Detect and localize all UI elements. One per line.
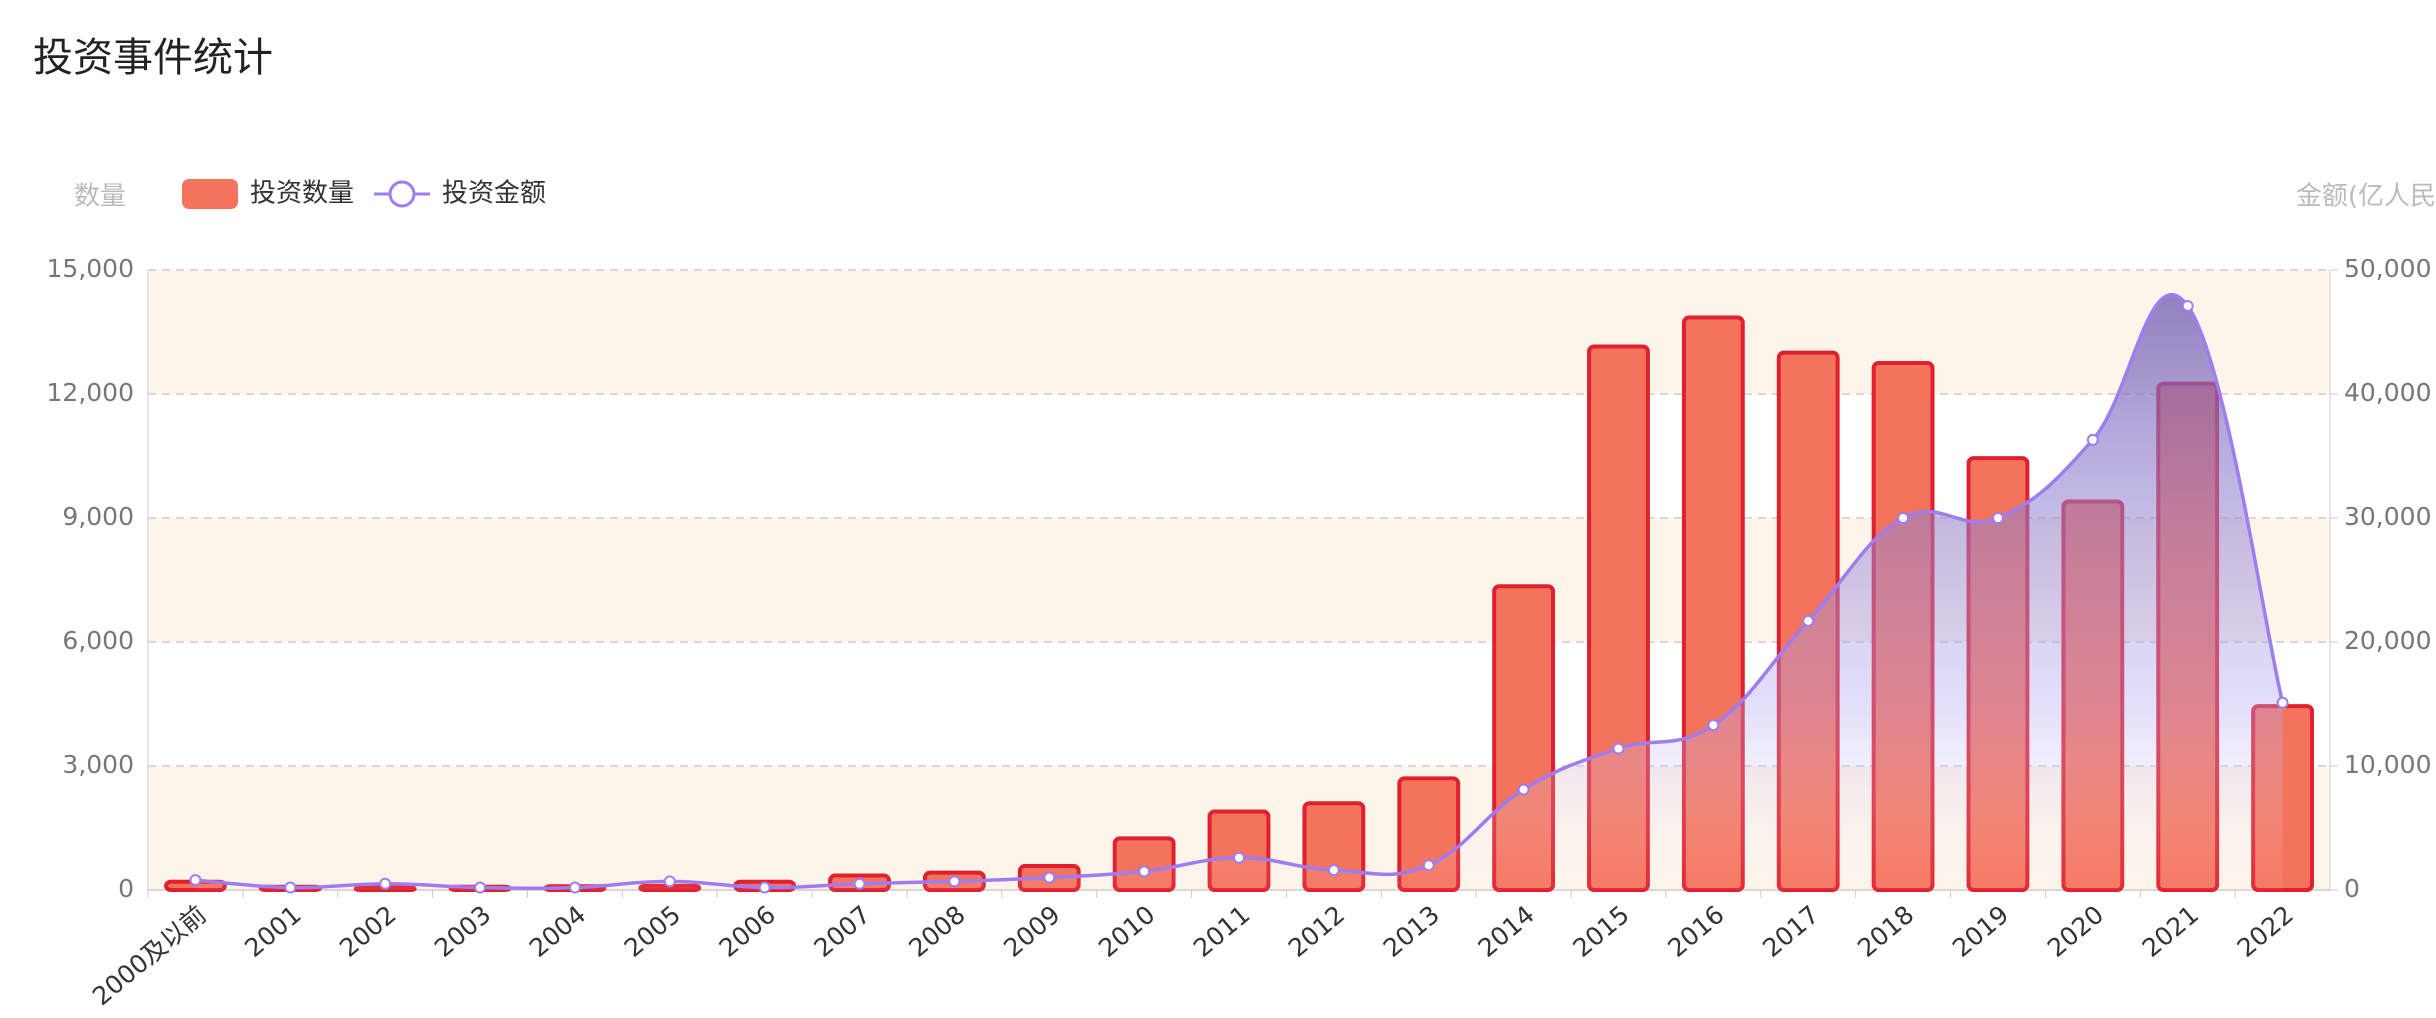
y-tick-label: 12,000	[47, 378, 134, 407]
x-tick-label: 2014	[1473, 900, 1540, 963]
area	[195, 294, 2283, 890]
line-point	[1802, 614, 1815, 627]
y-tick-label: 6,000	[62, 626, 134, 655]
y-tick-label: 0	[118, 874, 134, 903]
line-point	[2086, 433, 2099, 446]
line-point	[189, 874, 202, 887]
line-point	[663, 875, 676, 888]
x-tick-label: 2004	[524, 900, 591, 963]
x-tick-label: 2006	[714, 900, 781, 963]
x-tick-label: 2003	[429, 900, 496, 963]
line-point	[474, 881, 487, 894]
line-point	[853, 877, 866, 890]
y2-tick-label: 40,000	[2344, 378, 2431, 407]
x-tick-label: 2018	[1852, 900, 1919, 963]
line-point	[1327, 864, 1340, 877]
y-axis-name: 数量	[74, 182, 126, 212]
legend-label: 投资金额	[442, 179, 546, 209]
y2-tick-label: 10,000	[2344, 750, 2431, 779]
line-point	[379, 877, 392, 890]
chart-title: 投资事件统计	[33, 35, 273, 81]
x-tick-label: 2013	[1378, 900, 1445, 963]
y2-tick-label: 50,000	[2344, 254, 2431, 283]
line-point	[948, 875, 961, 888]
line-point	[568, 881, 581, 894]
x-tick-label: 2022	[2232, 900, 2299, 963]
line-point	[1991, 512, 2004, 524]
line-point	[1043, 871, 1056, 884]
line-point	[1707, 719, 1720, 732]
x-tick-label: 2007	[808, 900, 875, 963]
x-tick-label: 2001	[239, 900, 306, 963]
x-tick-label: 2005	[619, 900, 686, 963]
x-tick-label: 2000及以前	[87, 900, 212, 1011]
line-point	[1233, 851, 1245, 864]
line-point	[1897, 512, 1910, 524]
x-tick-label: 2021	[2137, 900, 2204, 963]
x-tick-label: 2012	[1283, 900, 1350, 963]
legend-swatch	[182, 179, 238, 209]
split-area	[148, 270, 2330, 394]
x-tick-label: 2010	[1093, 900, 1160, 963]
x-tick-label: 2017	[1757, 900, 1824, 963]
line-point	[1138, 865, 1151, 878]
line-point	[1612, 742, 1625, 755]
x-tick-label: 2011	[1188, 900, 1255, 963]
line-point	[758, 881, 771, 894]
x-tick-label: 2015	[1567, 900, 1634, 963]
line-point	[1517, 783, 1530, 796]
line-point	[1422, 859, 1435, 872]
y2-tick-label: 20,000	[2344, 626, 2431, 655]
legend-swatch	[388, 180, 416, 208]
x-tick-label: 2019	[1947, 900, 2014, 963]
line-point	[284, 881, 297, 894]
x-tick-label: 2009	[998, 900, 1065, 963]
legend-label: 投资数量	[250, 179, 354, 209]
x-tick-label: 2002	[334, 900, 401, 963]
y-tick-label: 9,000	[62, 502, 134, 531]
line-point	[2276, 696, 2289, 709]
y-tick-label: 15,000	[47, 254, 134, 283]
y2-tick-label: 0	[2344, 874, 2360, 903]
x-tick-label: 2020	[2042, 900, 2109, 963]
y2-axis-name: 金额(亿人民	[2296, 182, 2436, 212]
y2-tick-label: 30,000	[2344, 502, 2431, 531]
line-point	[2181, 299, 2194, 312]
x-tick-label: 2008	[903, 900, 970, 963]
x-tick-label: 2016	[1662, 900, 1729, 963]
y-tick-label: 3,000	[62, 750, 134, 779]
